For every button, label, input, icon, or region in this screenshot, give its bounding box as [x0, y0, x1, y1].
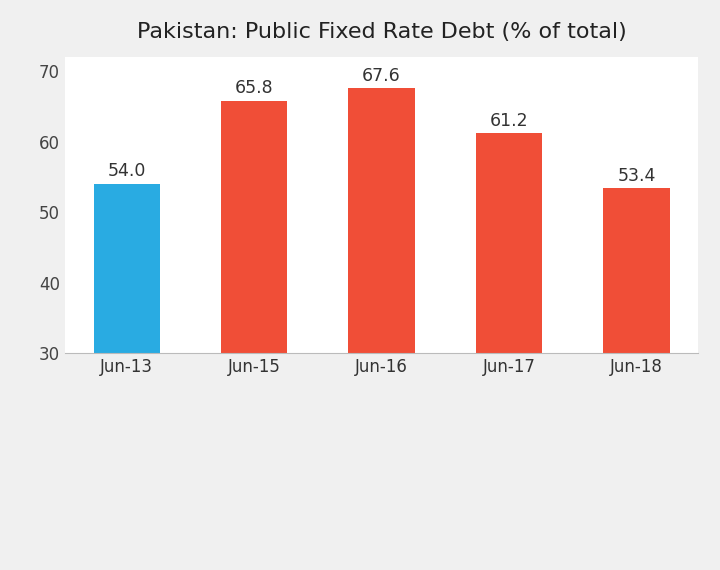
Bar [348, 88, 415, 565]
Text: 67.6: 67.6 [362, 67, 401, 84]
Text: 61.2: 61.2 [490, 112, 528, 130]
Bar [476, 133, 542, 565]
Title: Pakistan: Public Fixed Rate Debt (% of total): Pakistan: Public Fixed Rate Debt (% of t… [137, 22, 626, 42]
Text: 53.4: 53.4 [617, 167, 656, 185]
Bar [603, 188, 670, 565]
Bar [94, 184, 160, 565]
Text: 65.8: 65.8 [235, 79, 274, 97]
Text: 54.0: 54.0 [107, 162, 146, 181]
Bar [221, 101, 287, 565]
